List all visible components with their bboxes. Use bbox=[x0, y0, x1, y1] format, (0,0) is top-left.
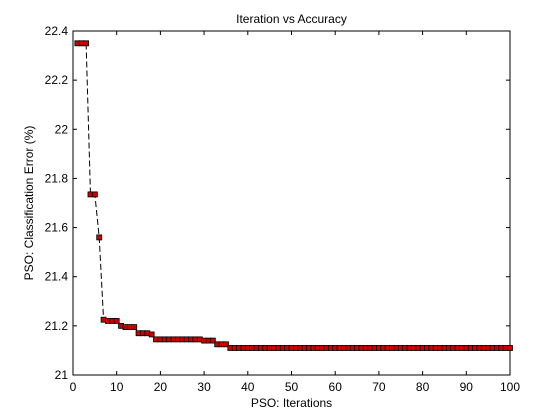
y-axis-ticks: 21 21.2 21.4 21.6 21.8 22 22.2 22.4 bbox=[45, 24, 510, 382]
y-tick-label: 22.2 bbox=[45, 73, 69, 87]
x-tick-label: 30 bbox=[197, 380, 211, 394]
data-point bbox=[91, 191, 98, 198]
y-tick-label: 21.2 bbox=[45, 319, 69, 333]
x-tick-label: 40 bbox=[241, 380, 255, 394]
x-tick-label: 100 bbox=[500, 380, 520, 394]
data-point bbox=[148, 331, 155, 338]
x-tick-label: 20 bbox=[154, 380, 168, 394]
data-point bbox=[507, 345, 513, 351]
y-tick-label: 21 bbox=[55, 368, 69, 382]
y-axis-label: PSO: Classification Error (%) bbox=[22, 126, 36, 281]
x-tick-label: 90 bbox=[460, 380, 474, 394]
x-tick-label: 60 bbox=[329, 380, 343, 394]
data-point bbox=[223, 341, 229, 348]
x-axis-label: PSO: Iterations bbox=[251, 396, 332, 410]
y-tick-label: 22.4 bbox=[45, 24, 69, 38]
data-point bbox=[131, 324, 138, 330]
y-tick-label: 21.6 bbox=[45, 221, 69, 235]
x-tick-label: 10 bbox=[110, 380, 124, 394]
chart-title: Iteration vs Accuracy bbox=[236, 12, 347, 26]
y-tick-label: 22 bbox=[55, 122, 69, 136]
y-tick-label: 21.4 bbox=[45, 270, 69, 284]
series-markers bbox=[74, 40, 513, 351]
x-tick-label: 80 bbox=[416, 380, 430, 394]
data-point bbox=[113, 318, 120, 324]
data-point bbox=[96, 234, 103, 241]
x-tick-label: 50 bbox=[285, 380, 299, 394]
x-tick-label: 70 bbox=[372, 380, 386, 394]
x-tick-label: 0 bbox=[70, 380, 77, 394]
x-axis-ticks: 0 10 20 30 40 50 60 70 80 90 100 bbox=[70, 31, 520, 394]
data-point bbox=[83, 40, 90, 47]
y-tick-label: 21.8 bbox=[45, 171, 69, 185]
plot-area bbox=[72, 30, 511, 376]
data-point bbox=[209, 337, 216, 344]
